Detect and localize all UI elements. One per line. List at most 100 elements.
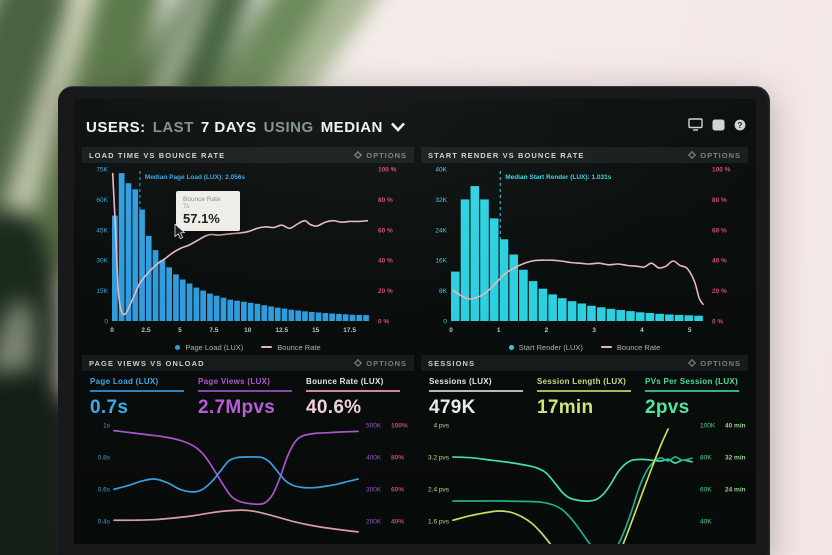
chart-legend: Start Render (LUX) Bounce Rate <box>421 340 748 354</box>
panel-sessions-header: SESSIONS OPTIONS <box>421 355 748 371</box>
svg-text:0.4s: 0.4s <box>98 518 111 525</box>
svg-text:100 %: 100 % <box>712 167 731 174</box>
svg-text:Median Start Render (LUX): 1.0: Median Start Render (LUX): 1.031s <box>505 174 612 181</box>
panel-title: LOAD TIME VS BOUNCE RATE <box>89 150 226 160</box>
metric-label: Page Load (LUX) <box>90 377 159 386</box>
mouse-cursor-icon <box>174 223 186 245</box>
legend-line <box>600 346 612 348</box>
legend-dot <box>175 344 181 350</box>
svg-text:0.8s: 0.8s <box>98 454 111 461</box>
svg-text:Median Page Load (LUX): 2.056s: Median Page Load (LUX): 2.056s <box>145 174 245 181</box>
svg-text:2.5: 2.5 <box>141 327 150 334</box>
laptop-screen: USERS: LAST 7 DAYS USING MEDIAN <box>74 99 756 544</box>
svg-text:1: 1 <box>497 327 501 334</box>
header-icons: ? <box>688 118 746 136</box>
svg-text:0: 0 <box>104 319 108 326</box>
metric-label: PVs Per Session (LUX) <box>645 377 738 386</box>
svg-text:16K: 16K <box>435 258 447 265</box>
metric-value: 17min <box>537 396 594 418</box>
metric-value: 2.7Mpvs <box>198 396 276 418</box>
metric-label: Session Length (LUX) <box>537 377 627 386</box>
svg-text:0: 0 <box>449 327 453 334</box>
start-render-chart: 40K 32K 24K 16K 8K 0 100 % 80 % 60 % 40 % 20 % 0 % M… <box>435 167 731 335</box>
options-label: OPTIONS <box>700 150 741 160</box>
options-button[interactable]: OPTIONS <box>688 359 741 368</box>
svg-text:40 %: 40 % <box>712 258 727 265</box>
svg-text:40%: 40% <box>391 518 404 525</box>
metric-sessions: Sessions (LUX) 479K <box>429 377 537 419</box>
metric-underline <box>306 390 400 392</box>
svg-text:80 %: 80 % <box>378 197 393 204</box>
share-icon[interactable] <box>712 118 725 136</box>
svg-text:10: 10 <box>244 327 252 334</box>
panel-start-render: START RENDER VS BOUNCE RATE OPTIONS 40K 3… <box>421 147 748 352</box>
svg-text:1.6 pvs: 1.6 pvs <box>428 518 450 525</box>
svg-text:8K: 8K <box>439 288 448 295</box>
metric-page-views: Page Views (LUX) 2.7Mpvs <box>198 377 306 419</box>
monitor-icon[interactable] <box>688 118 703 136</box>
svg-text:75K: 75K <box>96 167 108 174</box>
metric-value: 479K <box>429 396 476 418</box>
chevron-down-icon <box>390 119 406 136</box>
svg-text:4: 4 <box>640 327 644 334</box>
svg-text:500K: 500K <box>366 422 382 429</box>
options-button[interactable]: OPTIONS <box>688 151 741 160</box>
legend-item: Bounce Rate <box>600 343 660 352</box>
svg-text:0 %: 0 % <box>378 319 389 326</box>
metric-underline <box>198 390 292 392</box>
legend-label: Page Load (LUX) <box>185 342 244 352</box>
svg-text:15K: 15K <box>96 288 108 295</box>
svg-text:60%: 60% <box>391 486 404 493</box>
svg-text:?: ? <box>738 121 743 130</box>
svg-text:5: 5 <box>178 327 182 334</box>
svg-text:60K: 60K <box>700 486 712 493</box>
svg-text:3.2 pvs: 3.2 pvs <box>428 454 450 461</box>
svg-text:2: 2 <box>545 327 549 334</box>
panel-title: SESSIONS <box>428 358 476 368</box>
legend-item: Start Render (LUX) <box>508 343 583 352</box>
svg-text:30K: 30K <box>96 258 108 265</box>
panel-load-time: LOAD TIME VS BOUNCE RATE OPTIONS 75K 60K 4… <box>82 147 414 352</box>
metric-underline <box>645 390 739 392</box>
svg-text:3: 3 <box>592 327 596 334</box>
svg-text:1s: 1s <box>103 422 111 429</box>
svg-text:40K: 40K <box>435 167 447 174</box>
svg-text:17.5: 17.5 <box>343 327 356 334</box>
panel-start-render-header: START RENDER VS BOUNCE RATE OPTIONS <box>421 147 748 163</box>
svg-text:100K: 100K <box>700 422 716 429</box>
svg-text:20 %: 20 % <box>712 288 727 295</box>
svg-text:45K: 45K <box>96 227 108 234</box>
gear-icon <box>354 151 363 159</box>
sessions-chart: 4 pvs 100K 40 min 3.2 pvs 80K 32 min 2.4 pvs 60… <box>428 422 746 544</box>
tooltip-subtitle: 7s <box>183 204 190 210</box>
svg-text:7.5: 7.5 <box>209 327 218 334</box>
laptop: USERS: LAST 7 DAYS USING MEDIAN <box>58 86 770 555</box>
options-label: OPTIONS <box>366 150 407 160</box>
svg-text:0: 0 <box>110 327 114 334</box>
metric-label: Sessions (LUX) <box>429 377 492 386</box>
legend-item: Page Load (LUX) <box>175 343 243 352</box>
tooltip-value: 57.1% <box>183 211 220 226</box>
date-range-dropdown[interactable]: USERS: LAST 7 DAYS USING MEDIAN <box>86 119 406 136</box>
help-icon[interactable]: ? <box>734 118 746 136</box>
svg-text:0 %: 0 % <box>712 319 723 326</box>
page-views-chart: 1s 500K 100% 0.8s 400K 80% 0.6s 300K 60% 0.4s 200K… <box>98 422 408 533</box>
metric-value: 0.7s <box>90 396 129 418</box>
gear-icon <box>688 151 697 159</box>
options-button[interactable]: OPTIONS <box>354 151 407 160</box>
tooltip-title: Bounce Rate <box>183 196 221 203</box>
svg-text:100%: 100% <box>391 422 408 429</box>
options-label: OPTIONS <box>366 358 407 368</box>
metric-underline <box>537 390 631 392</box>
title-using: USING <box>263 118 314 136</box>
svg-text:400K: 400K <box>366 454 382 461</box>
metric-label: Bounce Rate (LUX) <box>306 377 384 386</box>
gear-icon <box>688 359 697 367</box>
svg-text:24K: 24K <box>435 227 447 234</box>
legend-label: Bounce Rate <box>277 342 321 352</box>
svg-text:60 %: 60 % <box>712 227 727 234</box>
panel-load-time-header: LOAD TIME VS BOUNCE RATE OPTIONS <box>82 147 414 163</box>
svg-text:300K: 300K <box>366 486 382 493</box>
options-button[interactable]: OPTIONS <box>354 359 407 368</box>
